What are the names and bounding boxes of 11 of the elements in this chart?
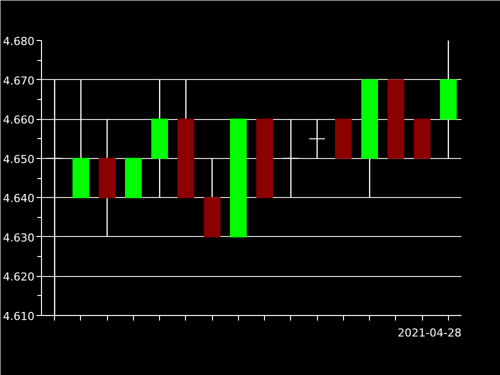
text: 2021-04-28 (398, 326, 462, 340)
y-tick-label: 4.660 (3, 114, 35, 127)
y-tick-label: 4.670 (3, 74, 35, 88)
y-tick-label: 4.630 (3, 231, 35, 244)
candlestick (308, 118, 326, 159)
y-tick-label: 4.640 (3, 192, 35, 206)
y-tick-label: 4.680 (3, 35, 35, 48)
candlestick (282, 118, 300, 198)
y-tick-label: 4.620 (3, 270, 35, 284)
y-tick-label: 4.610 (3, 310, 35, 323)
y-tick-label: 4.650 (3, 152, 35, 166)
